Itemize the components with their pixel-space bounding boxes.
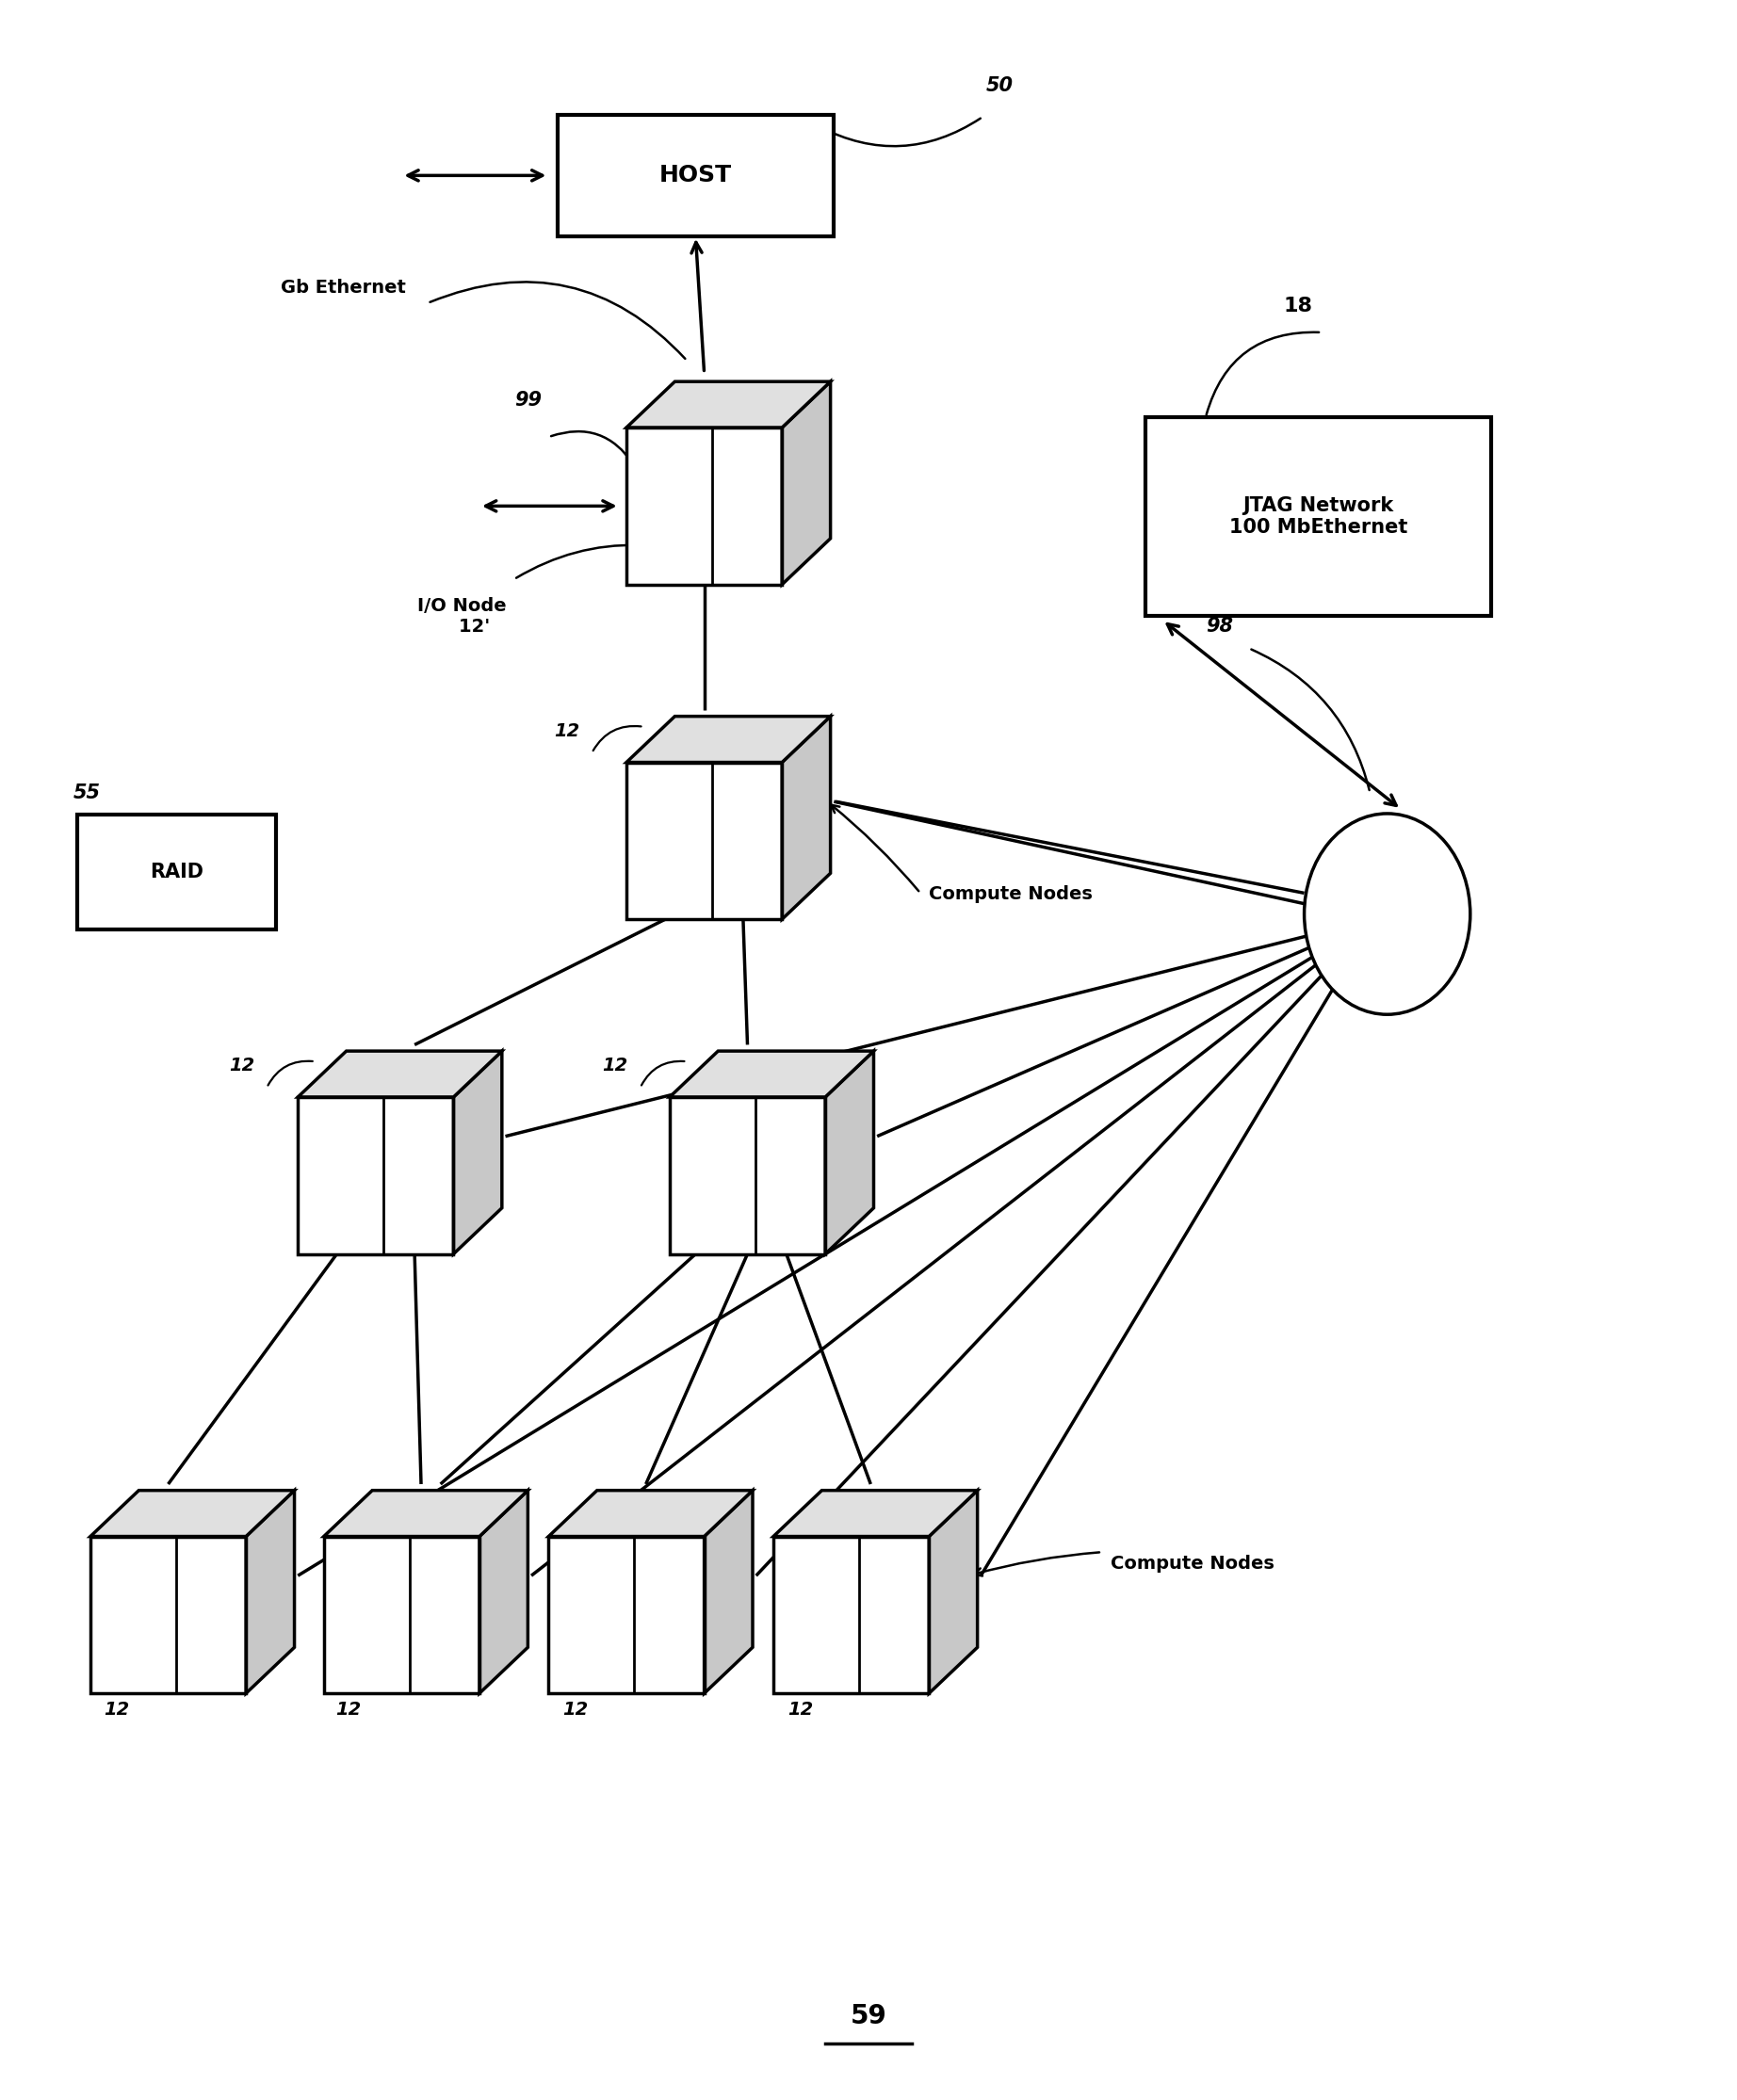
Text: 12: 12 <box>335 1701 361 1720</box>
Text: 12: 12 <box>787 1701 813 1720</box>
Polygon shape <box>703 1491 752 1693</box>
Polygon shape <box>247 1491 295 1693</box>
Polygon shape <box>90 1537 175 1693</box>
Text: 59: 59 <box>849 2003 888 2031</box>
Polygon shape <box>670 1096 756 1254</box>
Polygon shape <box>479 1491 528 1693</box>
Polygon shape <box>825 1050 874 1254</box>
Text: 55: 55 <box>73 783 101 802</box>
Text: 12: 12 <box>603 1056 627 1075</box>
Text: Compute Nodes: Compute Nodes <box>1110 1554 1275 1573</box>
Polygon shape <box>634 1537 703 1693</box>
Bar <box>1145 418 1490 615</box>
Text: 12: 12 <box>554 722 580 739</box>
Polygon shape <box>782 382 830 584</box>
Circle shape <box>1304 813 1470 1014</box>
Polygon shape <box>627 762 712 920</box>
Polygon shape <box>670 1050 874 1096</box>
Text: 12: 12 <box>104 1701 130 1720</box>
Polygon shape <box>175 1537 247 1693</box>
Text: 12: 12 <box>563 1701 589 1720</box>
Text: 50: 50 <box>987 78 1013 97</box>
Text: 99: 99 <box>514 391 542 410</box>
Polygon shape <box>860 1537 929 1693</box>
Text: 98: 98 <box>1205 617 1233 636</box>
Polygon shape <box>627 382 830 428</box>
Polygon shape <box>929 1491 978 1693</box>
Polygon shape <box>297 1096 384 1254</box>
Text: Compute Nodes: Compute Nodes <box>929 886 1093 903</box>
Polygon shape <box>297 1050 502 1096</box>
Polygon shape <box>712 762 782 920</box>
Text: HOST: HOST <box>660 164 731 187</box>
Polygon shape <box>773 1491 978 1537</box>
Text: JTAG Network
100 MbEthernet: JTAG Network 100 MbEthernet <box>1228 496 1407 538</box>
Polygon shape <box>782 716 830 920</box>
Polygon shape <box>549 1491 752 1537</box>
Polygon shape <box>756 1096 825 1254</box>
Text: 18: 18 <box>1284 296 1313 315</box>
Text: RAID: RAID <box>149 863 203 882</box>
Polygon shape <box>90 1491 295 1537</box>
Polygon shape <box>323 1537 410 1693</box>
Bar <box>558 116 834 235</box>
Text: Gb Ethernet: Gb Ethernet <box>281 279 406 296</box>
Text: 12: 12 <box>229 1056 254 1075</box>
Polygon shape <box>773 1537 860 1693</box>
Bar <box>78 815 276 930</box>
Polygon shape <box>384 1096 453 1254</box>
Polygon shape <box>323 1491 528 1537</box>
Polygon shape <box>549 1537 634 1693</box>
Polygon shape <box>410 1537 479 1693</box>
Polygon shape <box>712 428 782 584</box>
Polygon shape <box>627 716 830 762</box>
Polygon shape <box>627 428 712 584</box>
Text: I/O Node
    12': I/O Node 12' <box>417 596 507 636</box>
Polygon shape <box>453 1050 502 1254</box>
